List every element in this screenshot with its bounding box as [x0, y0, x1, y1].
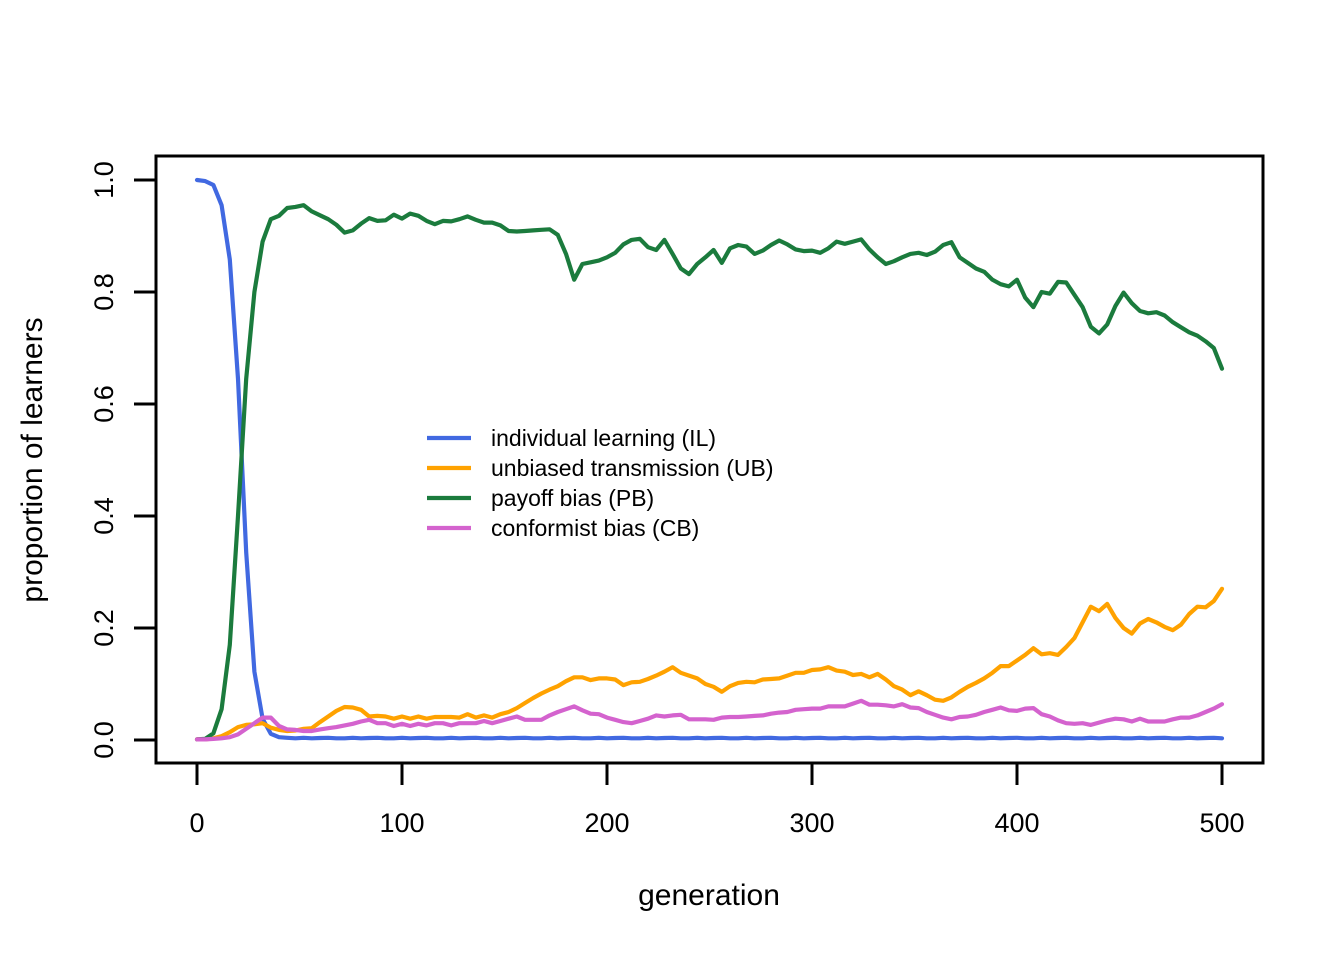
- y-tick-label: 1.0: [89, 161, 119, 199]
- y-tick-label: 0.8: [89, 273, 119, 311]
- legend: individual learning (IL) unbiased transmi…: [427, 425, 774, 541]
- y-tick-label: 0.2: [89, 609, 119, 647]
- axis-ticks: 0 100 200 300 400 500 0.0 0.2 0.4 0.6 0.8 1.0: [89, 161, 1245, 838]
- x-tick-label: 200: [584, 808, 629, 838]
- legend-label-PB: payoff bias (PB): [491, 485, 654, 511]
- series-line-PB: [194, 203, 1225, 742]
- series-line-CB: [194, 698, 1225, 742]
- x-tick-label: 500: [1199, 808, 1244, 838]
- y-tick-label: 0.6: [89, 385, 119, 423]
- legend-label-UB: unbiased transmission (UB): [491, 455, 774, 481]
- series-lines: [194, 177, 1225, 742]
- x-tick-label: 400: [994, 808, 1039, 838]
- y-axis-title: proportion of learners: [16, 317, 49, 602]
- x-axis-title: generation: [638, 879, 780, 912]
- y-tick-label: 0.4: [89, 497, 119, 535]
- y-tick-label: 0.0: [89, 721, 119, 759]
- legend-label-IL: individual learning (IL): [491, 425, 716, 451]
- series-line-UB: [194, 586, 1225, 742]
- plot-frame: [154, 154, 1265, 765]
- x-tick-label: 100: [379, 808, 424, 838]
- x-tick-label: 0: [189, 808, 204, 838]
- series-line-IL: [194, 177, 1225, 741]
- legend-label-CB: conformist bias (CB): [491, 515, 699, 541]
- x-tick-label: 300: [789, 808, 834, 838]
